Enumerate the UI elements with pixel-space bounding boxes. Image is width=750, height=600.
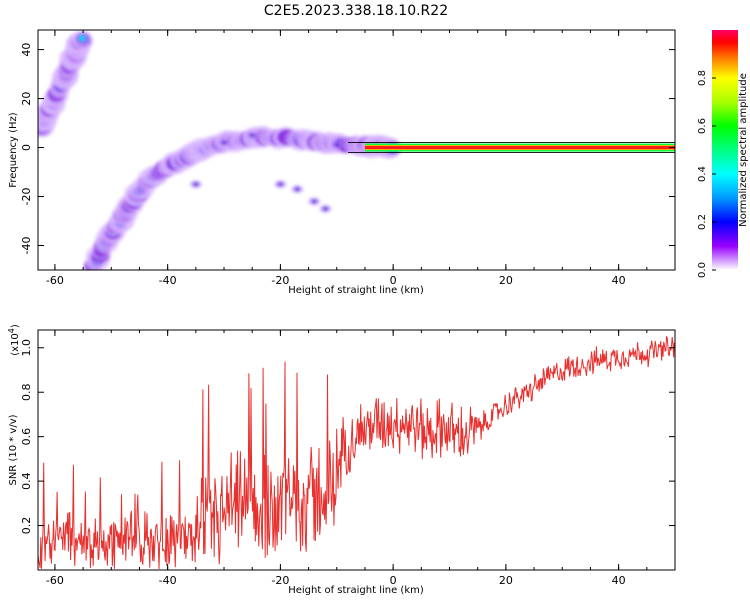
spectrogram-y-axis-label: Frequency (Hz) [8, 112, 19, 188]
snr-xtick-label: 40 [612, 574, 626, 587]
spectrogram-heat-layer [38, 30, 675, 270]
spectrogram-ytick-label: -40 [20, 237, 33, 255]
colorbar-label: Normalized spectral amplitude [738, 73, 749, 227]
figure-title: C2E5.2023.338.18.10.R22 [264, 3, 448, 19]
snr-x-axis-label: Height of straight line (km) [288, 585, 424, 596]
snr-frame [37, 329, 676, 571]
spectrogram-x-axis-label: Height of straight line (km) [288, 285, 424, 296]
snr-ytick-label: 0.2 [20, 517, 33, 535]
snr-y-axis-label: SNR (10 * v/v) [8, 414, 19, 485]
spectrogram-xtick-label: -20 [271, 274, 289, 287]
snr-xtick-label: -20 [271, 574, 289, 587]
snr-plot-area [38, 330, 675, 570]
snr-x-ticks: -60 -40 -20 0 20 40 [46, 330, 676, 587]
snr-y-exponent-power: 4 [7, 328, 16, 333]
snr-line-layer [38, 335, 675, 570]
spectrogram-ytick-label: 40 [20, 43, 33, 57]
colorbar: 0.0 0.2 0.4 0.6 0.8 Normalized spectral ampl… [697, 30, 749, 278]
colorbar-tick-label: 0.8 [697, 70, 708, 86]
colorbar-gradient [712, 30, 738, 270]
snr-ytick-label: 0.4 [20, 472, 33, 490]
spectral-blob [294, 187, 301, 192]
spectral-blob [277, 182, 284, 187]
spectrogram-blobs [38, 30, 403, 270]
snr-y-ticks: 0.2 0.4 0.6 0.8 1.0 [20, 339, 675, 534]
colorbar-tick-label: 0.2 [697, 214, 708, 230]
spectral-blob [78, 34, 87, 42]
spectrogram-xtick-label: 40 [612, 274, 626, 287]
snr-ytick-label: 1.0 [20, 339, 33, 357]
snr-xtick-label: -60 [46, 574, 64, 587]
snr-y-exponent-suffix: ) [10, 324, 21, 328]
spectrogram-ytick-label: -20 [20, 188, 33, 206]
colorbar-tick-label: 0.6 [697, 118, 708, 134]
spectrogram-xtick-label: 0 [390, 274, 397, 287]
spectrogram-x-ticks: -60 -40 -20 0 20 40 [46, 30, 676, 287]
colorbar-ticks: 0.0 0.2 0.4 0.6 0.8 [697, 70, 716, 278]
zero-band-core [364, 146, 675, 150]
snr-series-line [38, 335, 675, 570]
snr-xtick-label: 20 [499, 574, 513, 587]
spectral-blob [192, 182, 199, 187]
spectral-blob [221, 140, 228, 145]
spectral-blob [333, 143, 340, 148]
snr-ytick-label: 0.6 [20, 428, 33, 446]
spectral-blob [249, 133, 256, 138]
colorbar-tick-label: 0.4 [697, 166, 708, 182]
spectral-blob [322, 206, 329, 211]
spectrogram-xtick-label: -60 [46, 274, 64, 287]
spectral-blob [311, 199, 318, 204]
spectrogram-y-ticks: -40 -20 0 20 40 [20, 43, 675, 255]
snr-y-exponent-prefix: (x10 [10, 333, 21, 356]
spectrogram-xtick-label: 20 [499, 274, 513, 287]
snr-y-exponent: (x104) [7, 324, 21, 356]
spectrogram-ytick-label: 20 [20, 92, 33, 106]
spectrogram-xtick-label: -40 [159, 274, 177, 287]
spectrogram-ytick-label: 0 [20, 144, 33, 151]
snr-xtick-label: 0 [390, 574, 397, 587]
snr-panel: -60 -40 -20 0 20 40 0.2 0.4 0.6 0.8 1.0 Height of… [7, 324, 676, 596]
colorbar-tick-label: 0.0 [697, 262, 708, 278]
spectrogram-frame [37, 29, 676, 271]
snr-xtick-label: -40 [159, 574, 177, 587]
snr-ytick-label: 0.8 [20, 383, 33, 401]
spectrogram-panel: -60 -40 -20 0 20 40 -40 -20 0 20 40 Height of str… [8, 29, 676, 296]
